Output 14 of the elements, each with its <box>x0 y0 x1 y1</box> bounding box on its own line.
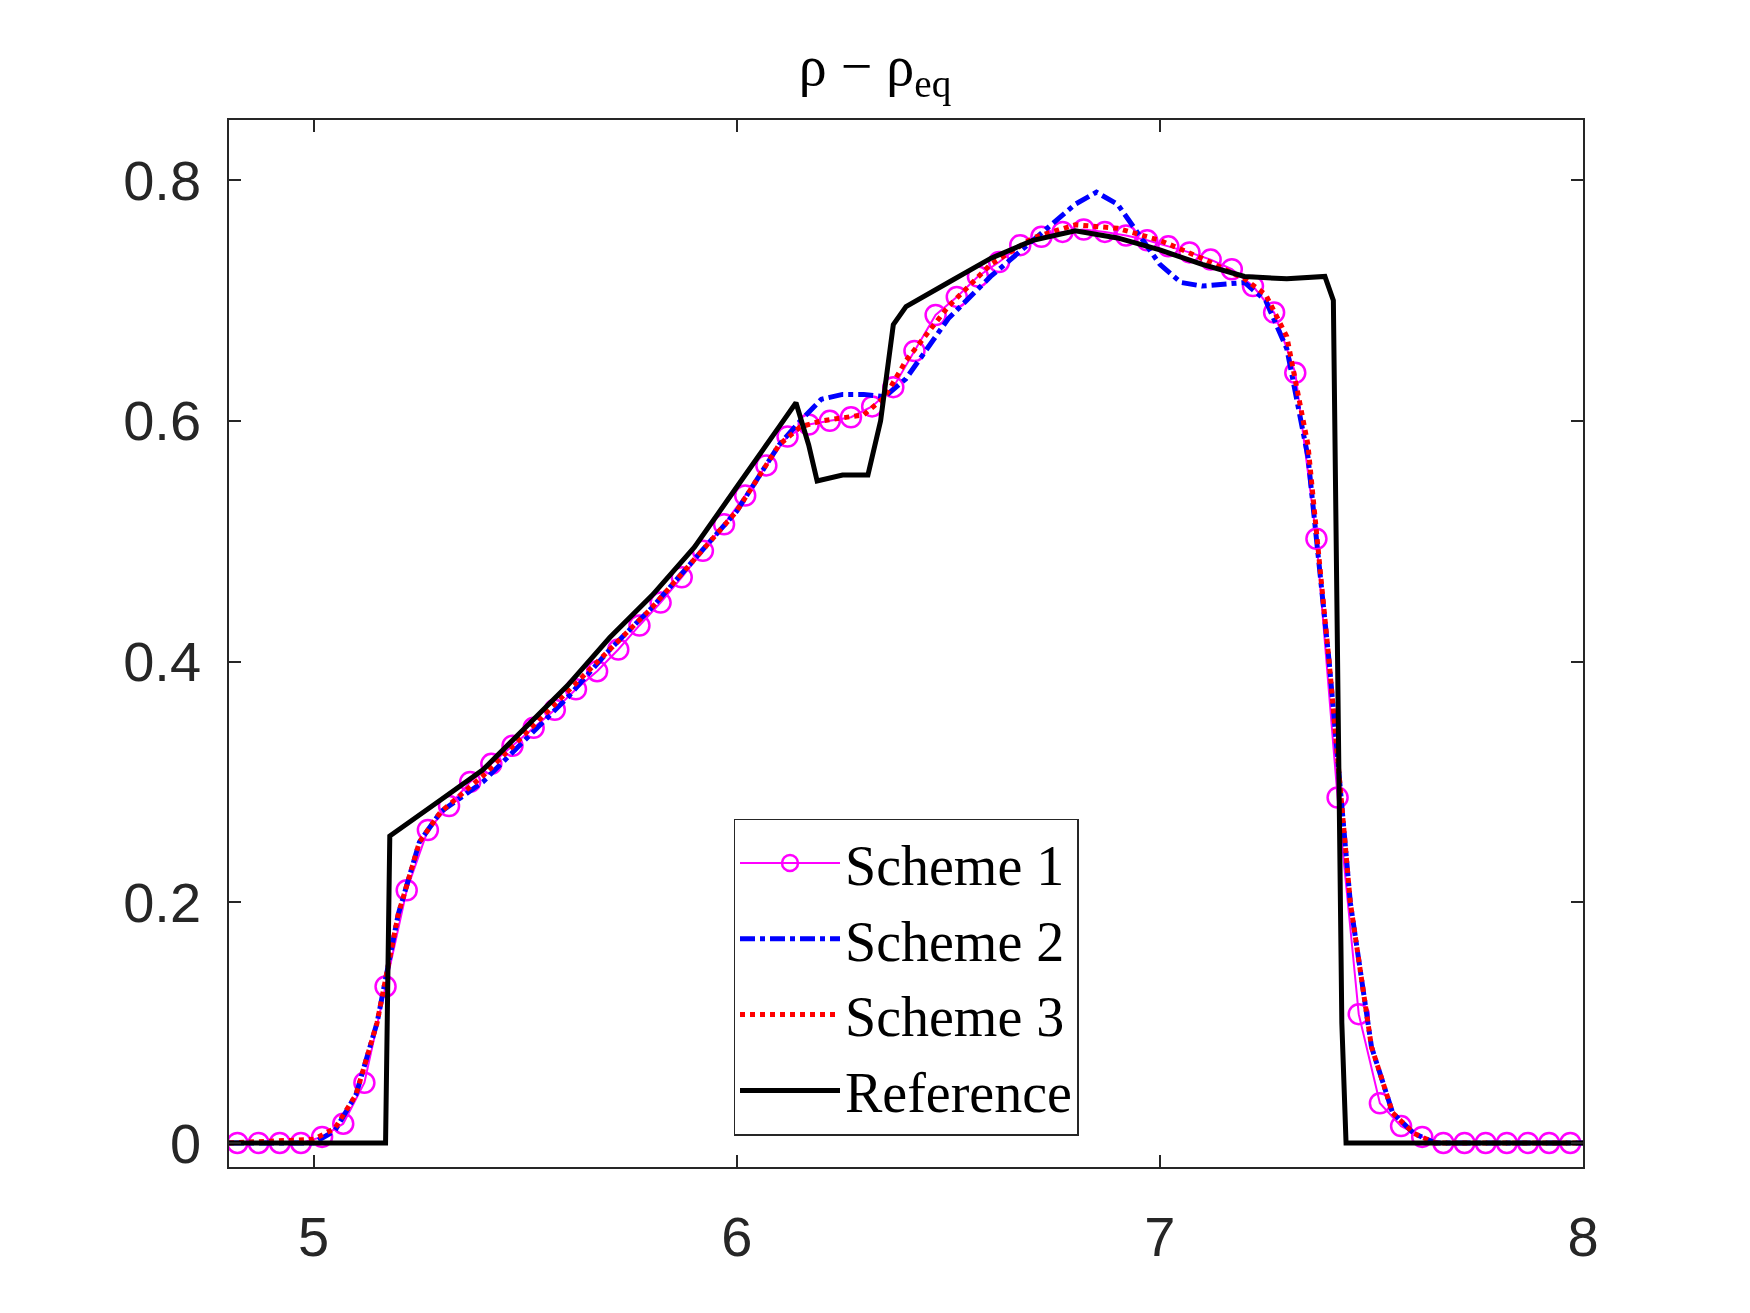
x-tick-label: 8 <box>1567 1204 1599 1268</box>
x-tick-label: 6 <box>721 1204 753 1268</box>
x-tick-label: 7 <box>1144 1204 1176 1268</box>
legend-label: Scheme 2 <box>845 910 1065 973</box>
y-tick-label: 0.8 <box>123 148 202 212</box>
y-tick-label: 0 <box>169 1111 202 1175</box>
legend-label: Reference <box>845 1062 1072 1125</box>
x-tick-label: 5 <box>298 1204 330 1268</box>
y-tick-label: 0.4 <box>123 630 202 694</box>
y-tick-label: 0.6 <box>123 389 202 453</box>
chart-title: ρ − ρ$_{eq}$ <box>798 35 952 106</box>
y-tick-label: 0.2 <box>123 870 202 934</box>
legend-label: Scheme 3 <box>845 986 1065 1049</box>
legend-label: Scheme 1 <box>845 834 1065 897</box>
